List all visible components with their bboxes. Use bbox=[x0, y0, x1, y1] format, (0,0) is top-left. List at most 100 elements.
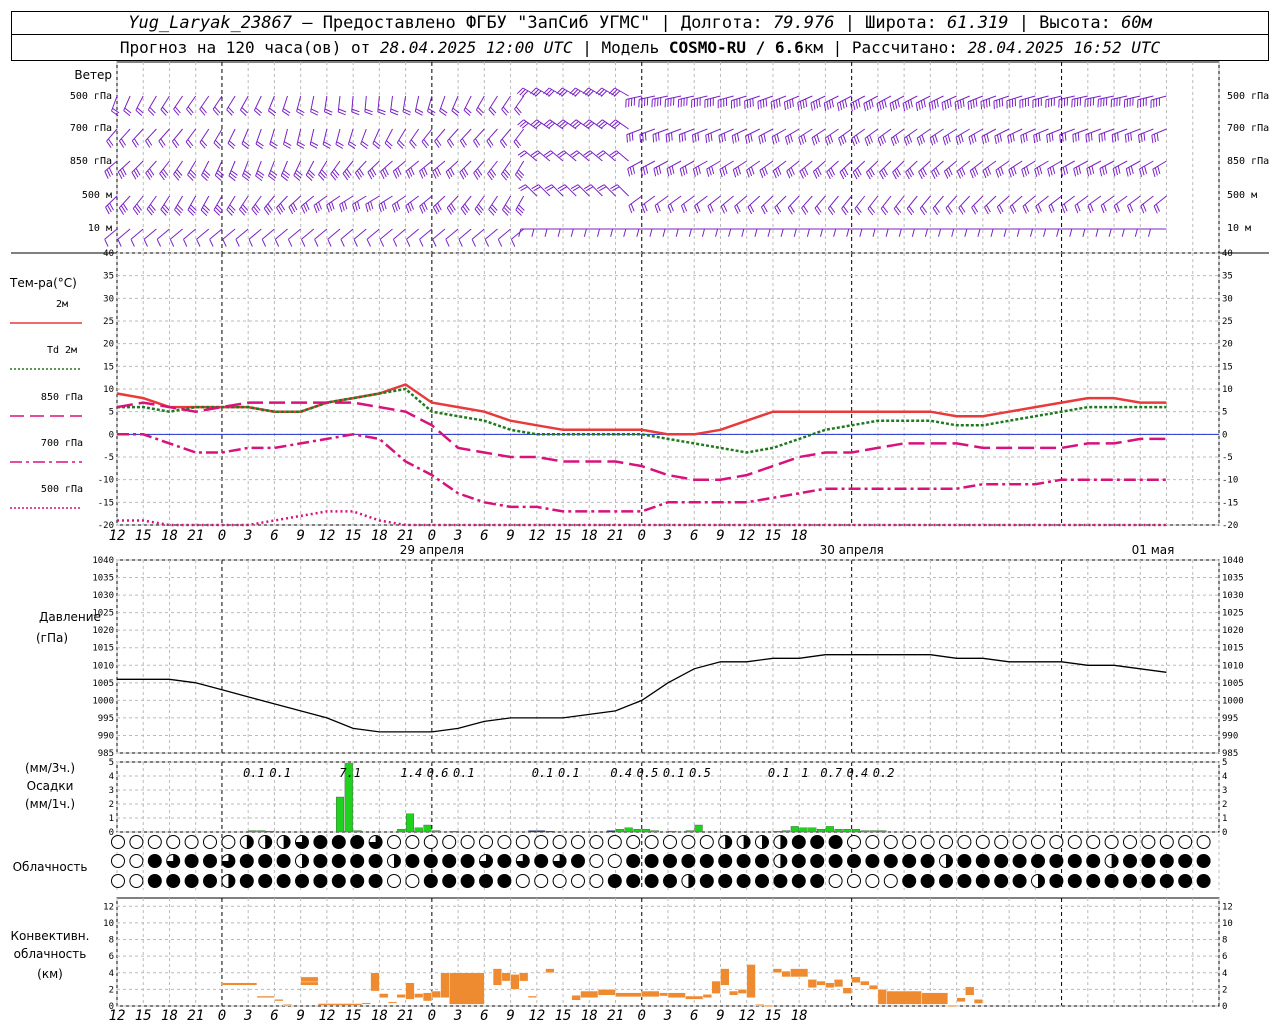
wind-barb bbox=[1127, 195, 1141, 214]
conv-tick-right: 2 bbox=[1222, 985, 1227, 995]
hour-label-top: 6 bbox=[270, 528, 278, 544]
pressure-series-line bbox=[117, 654, 1167, 733]
cloud-symbol-fill bbox=[780, 835, 787, 849]
wind-barb bbox=[852, 160, 866, 180]
cloud-symbol bbox=[1012, 874, 1027, 888]
wind-barb bbox=[801, 195, 813, 215]
date-label: 30 апреля bbox=[820, 543, 884, 557]
conv-tick-left: 4 bbox=[109, 969, 114, 979]
wind-barb bbox=[196, 228, 210, 247]
wind-barbs bbox=[104, 87, 1167, 247]
hour-label-top: 18 bbox=[581, 528, 598, 544]
cloud-symbol bbox=[111, 835, 125, 849]
pres-tick-right: 1000 bbox=[1222, 696, 1244, 706]
conv-cloud-bar bbox=[615, 992, 642, 998]
cloud-symbol bbox=[883, 874, 898, 888]
conv-cloud-bar bbox=[317, 1003, 363, 1006]
wind-barb bbox=[596, 150, 616, 162]
wind-barb bbox=[238, 195, 249, 216]
cloud-symbol bbox=[920, 854, 935, 868]
cloud-symbol bbox=[1178, 874, 1193, 888]
wind-barb bbox=[353, 228, 367, 247]
conv-cloud-bar bbox=[659, 992, 669, 997]
pres-tick-left: 1025 bbox=[92, 609, 114, 619]
wind-barb bbox=[746, 160, 761, 178]
cloud-symbol bbox=[203, 854, 217, 868]
hour-label-top: 0 bbox=[638, 528, 646, 544]
wind-barb bbox=[235, 228, 249, 247]
wind-barb bbox=[130, 228, 144, 247]
wind-barb bbox=[718, 128, 734, 144]
cloud-symbol bbox=[571, 835, 585, 849]
conv-cloud-bar bbox=[387, 1001, 398, 1004]
conv-cloud-bar bbox=[816, 980, 826, 986]
wind-barb bbox=[774, 195, 787, 215]
cloud-symbol bbox=[718, 874, 733, 888]
precip-bar bbox=[817, 829, 826, 833]
wind-barb bbox=[419, 228, 433, 247]
wind-barb bbox=[158, 128, 170, 148]
temp-lines bbox=[116, 383, 1219, 527]
conv-tick-right: 0 bbox=[1222, 1002, 1227, 1012]
temp-tick-left: 25 bbox=[103, 317, 114, 327]
wind-barb bbox=[958, 195, 971, 215]
cloud-symbol bbox=[663, 835, 677, 849]
wind-barb bbox=[118, 195, 131, 215]
wind-barb bbox=[384, 128, 393, 149]
wind-barb bbox=[928, 95, 944, 111]
wind-barb bbox=[446, 128, 459, 148]
cloud-symbol bbox=[423, 854, 438, 868]
wind-barb bbox=[174, 195, 184, 216]
wind-barb bbox=[1148, 228, 1167, 237]
cloud-symbol bbox=[239, 854, 254, 868]
cloud-symbol-fill bbox=[725, 835, 732, 849]
cloud-symbol bbox=[663, 874, 677, 888]
conv-cloud-bar bbox=[527, 995, 538, 998]
precip-bar bbox=[878, 830, 887, 833]
wind-barb bbox=[446, 195, 459, 215]
wind-barb bbox=[530, 119, 551, 130]
wind-barb bbox=[1111, 128, 1128, 143]
precip-amount-label: 1.4 bbox=[401, 766, 423, 780]
conv-tick-left: 2 bbox=[109, 985, 114, 995]
conv-cloud-bar bbox=[379, 993, 389, 998]
cloud-symbol bbox=[1067, 835, 1082, 849]
wind-barb bbox=[147, 95, 157, 116]
wind-barb bbox=[318, 160, 328, 181]
wind-barb bbox=[1009, 195, 1023, 214]
hour-label-top: 18 bbox=[161, 528, 178, 544]
wind-barb bbox=[772, 160, 787, 179]
cloud-symbol bbox=[939, 874, 953, 888]
cloud-symbol-fill bbox=[762, 835, 769, 849]
temp-tick-right: 30 bbox=[1222, 294, 1233, 304]
wind-barb bbox=[654, 195, 669, 214]
wind-barb bbox=[798, 128, 813, 146]
conv-tick-right: 10 bbox=[1222, 919, 1233, 929]
precip-bars: 0.1 0.1 7.1 1.4 0.6 0.1 0.1 0.1 0.4 0.5 0.1 0.5 0.1 1… bbox=[243, 763, 894, 833]
precip-bar bbox=[414, 827, 423, 833]
wind-level-10m-right: 10 м bbox=[1227, 223, 1251, 234]
cloud-symbol bbox=[350, 854, 365, 868]
precip-bar bbox=[615, 829, 624, 833]
hour-label-bottom: 21 bbox=[607, 1008, 624, 1024]
cloud-symbol bbox=[791, 854, 806, 868]
precip-amount-label: 0.1 bbox=[269, 766, 291, 780]
wind-level-500m-right: 500 м bbox=[1227, 190, 1257, 201]
cloud-symbol bbox=[626, 835, 641, 849]
precip-amount-label: 0.1 bbox=[768, 766, 790, 780]
wind-barb bbox=[993, 95, 1010, 110]
computed-time: 28.04.2025 16:52 UTC bbox=[967, 38, 1161, 57]
wind-barb bbox=[117, 160, 131, 180]
cloud-symbol bbox=[405, 874, 420, 888]
hour-label-top: 21 bbox=[397, 528, 414, 544]
wind-barb bbox=[213, 195, 223, 216]
conv-title-2: облачность bbox=[14, 947, 87, 961]
wind-barb bbox=[1022, 195, 1036, 214]
cloud-symbol bbox=[736, 854, 751, 868]
wind-barb bbox=[501, 195, 512, 216]
wind-barb bbox=[471, 228, 485, 247]
cloud-symbol bbox=[902, 854, 917, 868]
precip-amount-label: 1 bbox=[801, 766, 808, 780]
cloud-symbol bbox=[166, 874, 181, 888]
wind-barb bbox=[173, 95, 184, 116]
